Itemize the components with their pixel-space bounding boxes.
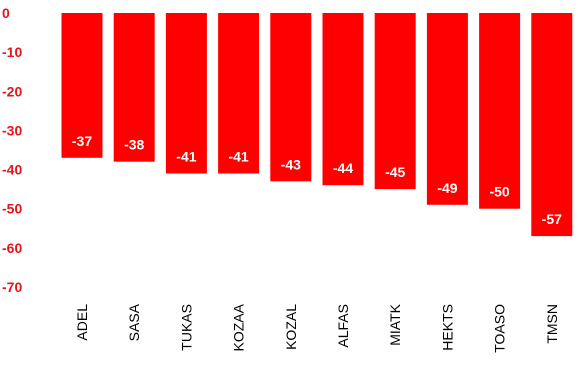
- x-tick-label: SASA: [126, 303, 142, 341]
- data-label: -37: [72, 133, 92, 149]
- x-tick-label: ALFAS: [335, 304, 351, 348]
- data-label: -38: [124, 137, 144, 153]
- y-tick-label: -50: [2, 201, 22, 217]
- bar-alfas: [322, 13, 364, 186]
- y-tick-label: -70: [2, 279, 22, 295]
- y-tick-label: -30: [2, 122, 22, 138]
- bar-miatk: [374, 13, 416, 190]
- bars: [61, 13, 573, 237]
- bar-tukas: [165, 13, 207, 174]
- y-tick-label: -60: [2, 240, 22, 256]
- x-tick-label: ADEL: [74, 304, 90, 341]
- bar-adel: [61, 13, 103, 158]
- data-label: -50: [489, 184, 509, 200]
- y-tick-label: -20: [2, 83, 22, 99]
- data-label: -43: [281, 156, 301, 172]
- data-label: -57: [542, 211, 562, 227]
- y-tick-label: -40: [2, 162, 22, 178]
- data-label: -45: [385, 164, 405, 180]
- x-tick-label: TOASO: [492, 304, 508, 353]
- bar-hekts: [426, 13, 468, 205]
- bar-toaso: [479, 13, 521, 209]
- x-tick-label: MIATK: [387, 303, 403, 345]
- data-label: -41: [228, 149, 248, 165]
- x-tick-label: TUKAS: [178, 304, 194, 351]
- x-tick-label: KOZAL: [283, 304, 299, 350]
- y-tick-label: 0: [2, 5, 10, 21]
- bar-sasa: [113, 13, 155, 162]
- data-label: -41: [176, 149, 196, 165]
- x-tick-label: HEKTS: [439, 304, 455, 351]
- data-label: -44: [333, 160, 353, 176]
- bar-kozal: [270, 13, 312, 182]
- x-axis-labels: ADEL SASA TUKAS KOZAA KOZAL ALFAS MIATK HEKTS TO…: [74, 303, 560, 352]
- data-labels: -37 -38 -41 -41 -43 -44 -45 -49 -50 -57: [72, 133, 562, 227]
- y-axis-ticks: 0 -10 -20 -30 -40 -50 -60 -70: [2, 5, 22, 295]
- data-label: -49: [437, 180, 457, 196]
- bar-kozaa: [218, 13, 260, 174]
- x-tick-label: KOZAA: [231, 303, 247, 351]
- y-tick-label: -10: [2, 44, 22, 60]
- x-tick-label: TMSN: [544, 304, 560, 344]
- bar-tmsn: [531, 13, 573, 237]
